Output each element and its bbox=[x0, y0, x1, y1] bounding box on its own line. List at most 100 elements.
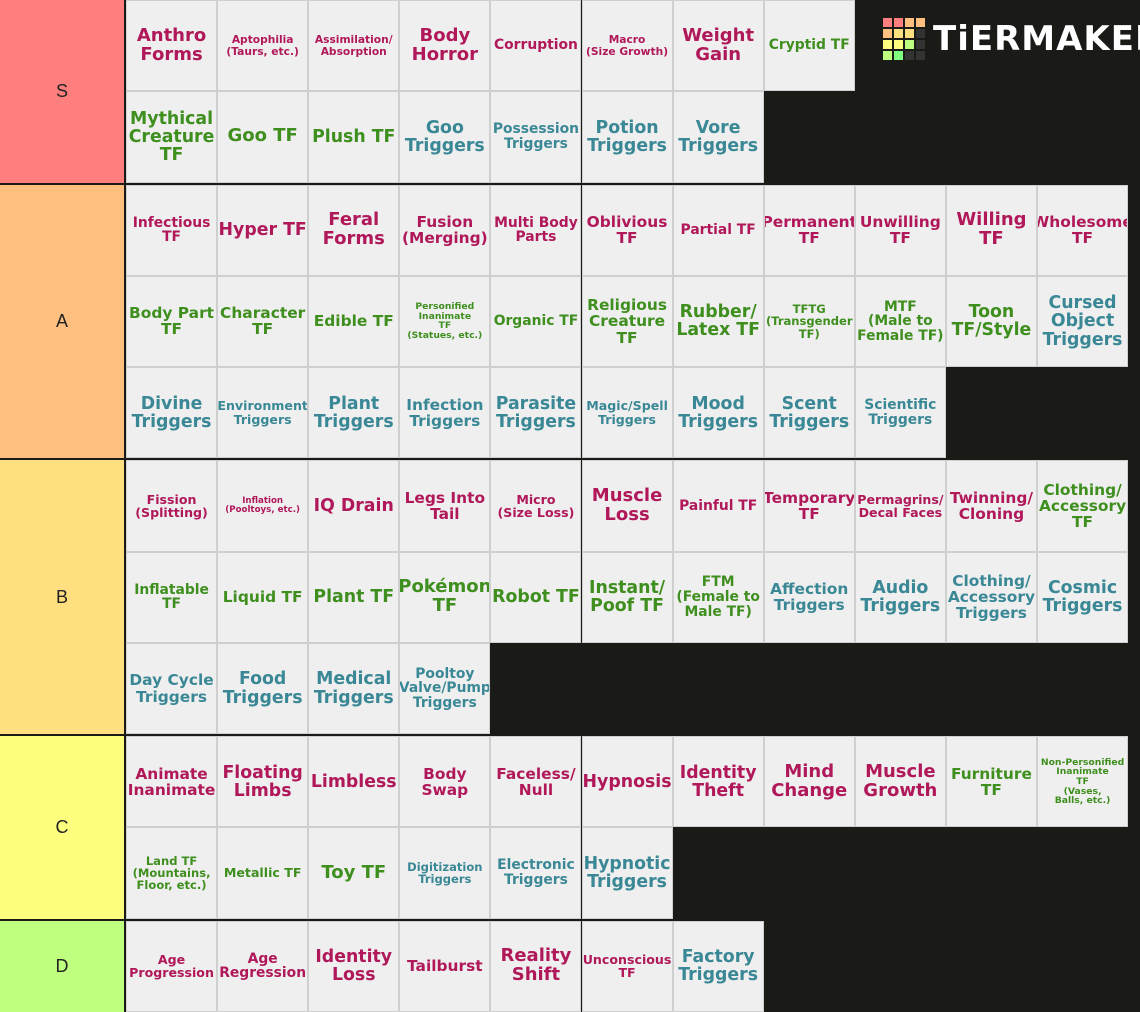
tier-item: Unwilling TF bbox=[854, 184, 946, 276]
tier-item: Body Swap bbox=[399, 736, 491, 828]
tier-item: MTF (Male to Female TF) bbox=[854, 275, 946, 368]
tier-item: Infectious TF bbox=[126, 184, 218, 276]
logo: TiERMAKER bbox=[883, 18, 1140, 60]
tier-item: Possession Triggers bbox=[490, 91, 582, 183]
tier-item: Medical Triggers bbox=[308, 642, 400, 735]
tier-item: Infection Triggers bbox=[399, 367, 491, 459]
logo-text: TiERMAKER bbox=[933, 19, 1140, 59]
tier-item: Food Triggers bbox=[217, 642, 309, 735]
tier-item: Multi Body Parts bbox=[490, 184, 582, 276]
logo-icon bbox=[883, 18, 925, 60]
tier-item: Age Progression bbox=[126, 920, 218, 1012]
tier-item: Mythical Creature TF bbox=[126, 91, 218, 183]
tier-item: Muscle Loss bbox=[581, 460, 673, 552]
tier-item: Inflatable TF bbox=[126, 551, 218, 643]
tier-item: Age Regression bbox=[217, 920, 309, 1012]
tier-item: Magic/Spell Triggers bbox=[581, 367, 673, 459]
tier-label: D bbox=[0, 920, 124, 1012]
tier-item: Robot TF bbox=[490, 551, 582, 643]
tier-item: Body Part TF bbox=[126, 275, 218, 368]
tier-item: Electronic Triggers bbox=[490, 827, 582, 919]
tier-item: Micro (Size Loss) bbox=[490, 460, 582, 552]
tier-item: Scent Triggers bbox=[763, 367, 855, 459]
tier-item: Environment Triggers bbox=[217, 367, 309, 459]
tier-item: Partial TF bbox=[672, 184, 764, 276]
tier-item: Feral Forms bbox=[308, 184, 400, 276]
tier-item: Toon TF/Style bbox=[945, 275, 1037, 368]
tier-item: Wholesome TF bbox=[1037, 184, 1129, 276]
tier-item: Pooltoy Valve/Pump Triggers bbox=[399, 642, 491, 735]
tier-item: Day Cycle Triggers bbox=[126, 642, 218, 735]
tier-item: Cryptid TF bbox=[763, 0, 855, 92]
tier-item: Reality Shift bbox=[490, 920, 582, 1012]
tier-item: Identity Theft bbox=[672, 736, 764, 828]
tier-item: Factory Triggers bbox=[672, 920, 764, 1012]
tier-item: Digitization Triggers bbox=[399, 827, 491, 919]
tier-item: FTM (Female to Male TF) bbox=[672, 551, 764, 643]
tier-item: Edible TF bbox=[308, 275, 400, 368]
tier-item: Hypnosis bbox=[581, 736, 673, 828]
tier-item: Painful TF bbox=[672, 460, 764, 552]
tier-item: Mind Change bbox=[763, 736, 855, 828]
tier-item: Toy TF bbox=[308, 827, 400, 919]
tier-item: Tailburst bbox=[399, 920, 491, 1012]
tier-item: Willing TF bbox=[945, 184, 1037, 276]
tier-item: Clothing/ Accessory TF bbox=[1037, 460, 1129, 552]
tier-item: Oblivious TF bbox=[581, 184, 673, 276]
tier-item: IQ Drain bbox=[308, 460, 400, 552]
tier-item: Vore Triggers bbox=[672, 91, 764, 183]
tier-item: Cosmic Triggers bbox=[1037, 551, 1129, 643]
tier-item: Hypnotic Triggers bbox=[581, 827, 673, 919]
tier-item: Plush TF bbox=[308, 91, 400, 183]
tier-label: S bbox=[0, 0, 124, 183]
tier-item: Anthro Forms bbox=[126, 0, 218, 92]
tier-item: TFTG (Transgender TF) bbox=[763, 275, 855, 368]
tier-item: Metallic TF bbox=[217, 827, 309, 919]
tier-item: Faceless/ Null bbox=[490, 736, 582, 828]
tier-item: Identity Loss bbox=[308, 920, 400, 1012]
tier-item: Character TF bbox=[217, 275, 309, 368]
tier-item: Macro (Size Growth) bbox=[581, 0, 673, 92]
tier-item: Rubber/ Latex TF bbox=[672, 275, 764, 368]
tier-item: Plant Triggers bbox=[308, 367, 400, 459]
tier-item: Twinning/ Cloning bbox=[945, 460, 1037, 552]
tier-item: Instant/ Poof TF bbox=[581, 551, 673, 643]
tier-item: Muscle Growth bbox=[854, 736, 946, 828]
tier-item: Personified Inanimate TF (Statues, etc.) bbox=[399, 275, 491, 368]
tier-item: Potion Triggers bbox=[581, 91, 673, 183]
tier-item: Pokémon TF bbox=[399, 551, 491, 643]
tier-item: Temporary TF bbox=[763, 460, 855, 552]
tier-item: Land TF (Mountains, Floor, etc.) bbox=[126, 827, 218, 919]
tier-item: Non-Personified Inanimate TF (Vases, Bal… bbox=[1037, 736, 1129, 828]
tier-item: Hyper TF bbox=[217, 184, 309, 276]
tier-item: Aptophilia (Taurs, etc.) bbox=[217, 0, 309, 92]
tier-item: Permagrins/ Decal Faces bbox=[854, 460, 946, 552]
tier-item: Assimilation/ Absorption bbox=[308, 0, 400, 92]
tier-item: Cursed Object Triggers bbox=[1037, 275, 1129, 368]
tier-item: Scientific Triggers bbox=[854, 367, 946, 459]
tier-item: Weight Gain bbox=[672, 0, 764, 92]
tier-label: C bbox=[0, 736, 124, 919]
tier-item: Divine Triggers bbox=[126, 367, 218, 459]
tier-item: Parasite Triggers bbox=[490, 367, 582, 459]
tier-item: Limbless bbox=[308, 736, 400, 828]
tier-item: Furniture TF bbox=[945, 736, 1037, 828]
tier-label: B bbox=[0, 460, 124, 735]
tier-item: Liquid TF bbox=[217, 551, 309, 643]
tier-item: Floating Limbs bbox=[217, 736, 309, 828]
tier-item: Legs Into Tail bbox=[399, 460, 491, 552]
tier-item: Goo TF bbox=[217, 91, 309, 183]
tier-item: Inflation (Pooltoys, etc.) bbox=[217, 460, 309, 552]
tier-item: Clothing/ Accessory Triggers bbox=[945, 551, 1037, 643]
tier-item: Fusion (Merging) bbox=[399, 184, 491, 276]
tier-item: Fission (Splitting) bbox=[126, 460, 218, 552]
tier-item: Mood Triggers bbox=[672, 367, 764, 459]
tier-item: Organic TF bbox=[490, 275, 582, 368]
tier-item: Permanent TF bbox=[763, 184, 855, 276]
tier-item: Body Horror bbox=[399, 0, 491, 92]
tier-label: A bbox=[0, 184, 124, 459]
tier-item: Religious Creature TF bbox=[581, 275, 673, 368]
tier-item: Unconscious TF bbox=[581, 920, 673, 1012]
tier-item: Affection Triggers bbox=[763, 551, 855, 643]
